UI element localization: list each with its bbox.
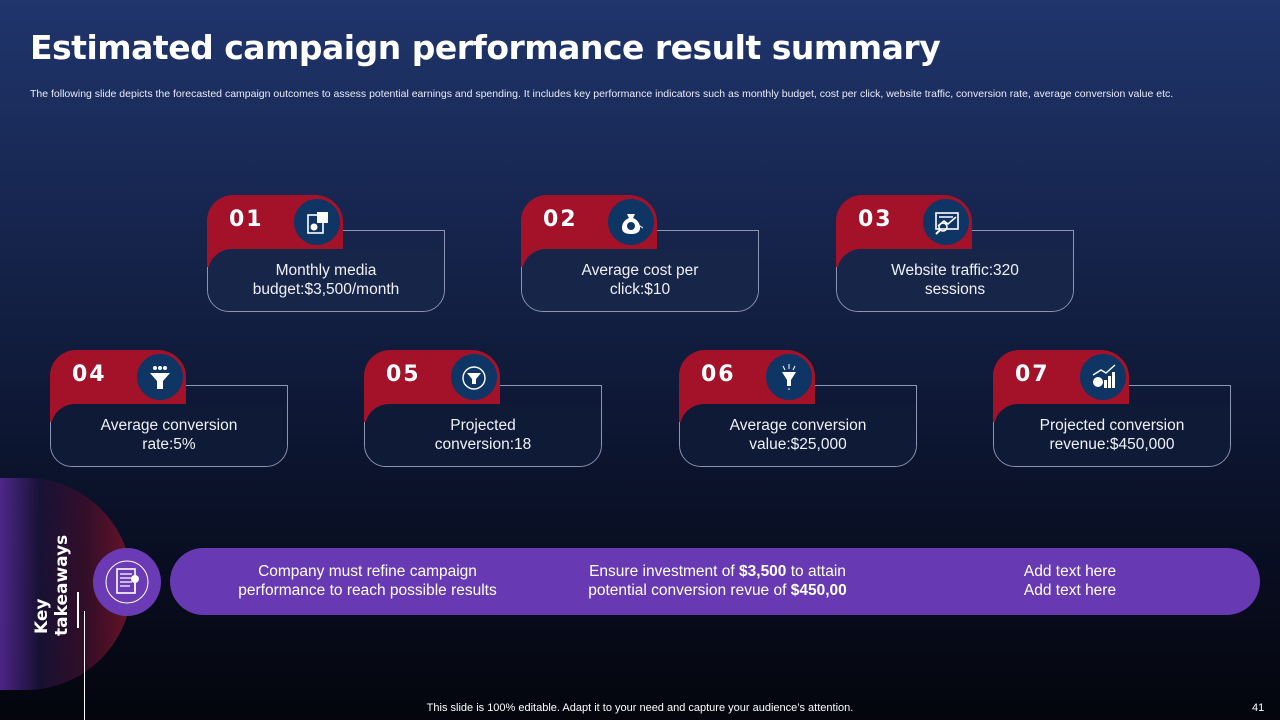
card-number: 06 bbox=[701, 362, 736, 387]
sparkle-funnel-icon bbox=[763, 351, 815, 403]
people-funnel-icon bbox=[134, 351, 186, 403]
page-title: Estimated campaign performance result su… bbox=[30, 28, 941, 67]
card-number: 05 bbox=[386, 362, 421, 387]
kpi-card-05: Projected conversion:18 05 bbox=[364, 350, 602, 467]
takeaway-3: Add text here Add text here bbox=[1023, 563, 1117, 599]
money-bag-icon bbox=[605, 196, 657, 248]
page-subtitle: The following slide depicts the forecast… bbox=[30, 88, 1174, 100]
card-text: Projected conversion revenue:$450,000 bbox=[994, 404, 1230, 466]
budget-calculator-icon bbox=[291, 196, 343, 248]
card-text: Projected conversion:18 bbox=[365, 404, 601, 466]
card-number: 03 bbox=[858, 207, 893, 232]
takeaway-2: Ensure investment of $3,500 to attain pot… bbox=[588, 563, 847, 599]
divider bbox=[84, 611, 85, 720]
card-number: 02 bbox=[543, 207, 578, 232]
revenue-growth-icon bbox=[1077, 351, 1129, 403]
card-number: 04 bbox=[72, 362, 107, 387]
kpi-card-07: Projected conversion revenue:$450,000 07 bbox=[993, 350, 1231, 467]
kpi-card-01: Monthly media budget:$3,500/month 01 bbox=[207, 195, 445, 312]
card-number: 01 bbox=[229, 207, 264, 232]
funnel-cycle-icon bbox=[448, 351, 500, 403]
card-text: Monthly media budget:$3,500/month bbox=[208, 249, 444, 311]
kpi-card-02: Average cost per click:$10 02 bbox=[521, 195, 759, 312]
kpi-card-03: Website traffic:320 sessions 03 bbox=[836, 195, 1074, 312]
kpi-card-04: Average conversion rate:5% 04 bbox=[50, 350, 288, 467]
page-number: 41 bbox=[1252, 702, 1265, 714]
notebook-key-icon bbox=[93, 548, 161, 616]
footer-note: This slide is 100% editable. Adapt it to… bbox=[426, 702, 854, 714]
takeaways-label: takeaways bbox=[52, 534, 72, 636]
takeaway-1: Company must refine campaign performance … bbox=[238, 563, 497, 599]
card-text: Average conversion rate:5% bbox=[51, 404, 287, 466]
divider bbox=[77, 592, 79, 628]
takeaways-bar: Company must refine campaign performance … bbox=[170, 548, 1260, 615]
key-takeaways-label: Key takeaways bbox=[24, 530, 74, 640]
card-number: 07 bbox=[1015, 362, 1050, 387]
card-text: Average cost per click:$10 bbox=[522, 249, 758, 311]
key-label: Key bbox=[32, 598, 52, 635]
card-text: Website traffic:320 sessions bbox=[837, 249, 1073, 311]
card-text: Average conversion value:$25,000 bbox=[680, 404, 916, 466]
kpi-card-06: Average conversion value:$25,000 06 bbox=[679, 350, 917, 467]
analytics-screen-icon bbox=[920, 196, 972, 248]
